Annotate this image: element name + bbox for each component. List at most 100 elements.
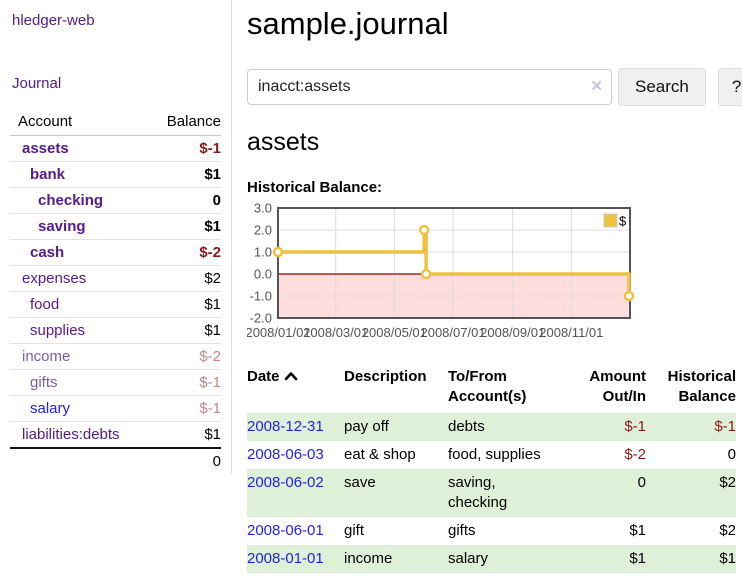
transaction-balance: 0 [727,446,736,463]
transaction-row: 2008-06-03 eat & shop food, supplies $-2 0 [247,441,736,469]
account-link-cash[interactable]: cash [30,244,65,261]
account-link-income[interactable]: income [22,348,71,365]
transaction-amount: $-1 [624,418,646,435]
account-balance: $-2 [144,343,221,370]
register-table: Date Description To/From Account(s) Amou… [247,367,736,573]
account-title: assets [247,128,320,156]
accounts-header-account: Account [10,110,145,136]
register-header-accounts: To/From Account(s) [448,368,527,405]
transaction-amount: 0 [637,474,646,491]
register-header-description: Description [344,368,427,385]
transaction-description: eat & shop [344,446,416,463]
search-button[interactable]: Search [618,68,706,106]
transaction-row: 2008-06-01 gift gifts $1 $2 [247,517,736,545]
transaction-amount: $1 [629,550,646,567]
account-balance: $1 [144,317,221,344]
page-title: sample.journal [247,6,449,41]
account-balance: $-1 [144,369,221,396]
register-header-amount: Amount Out/In [589,368,646,405]
y-tick-label: 3.0 [254,202,272,216]
y-tick-label: 2.0 [254,223,272,238]
account-link-expenses[interactable]: expenses [22,270,87,287]
transaction-amount: $-2 [624,446,646,463]
account-link-gifts[interactable]: gifts [30,374,58,391]
transaction-accounts: debts [448,418,485,435]
transaction-accounts: saving, checking [448,474,508,511]
account-row: salary $-1 [10,395,221,422]
register-header-balance: Historical Balance [667,368,736,405]
account-link-saving[interactable]: saving [38,218,86,235]
transaction-accounts: food, supplies [448,446,541,463]
transaction-date-link[interactable]: 2008-06-02 [247,474,324,491]
transaction-row: 2008-12-31 pay off debts $-1 $-1 [247,413,736,441]
sort-asc-icon [284,367,298,387]
search-input[interactable] [247,69,612,105]
account-row: saving $1 [10,213,221,240]
transaction-balance: $2 [719,522,736,539]
transaction-balance: $1 [719,550,736,567]
transaction-description: gift [344,522,365,539]
x-tick-label: 2008/03/01 [303,325,368,340]
y-tick-label: -2.0 [250,311,272,326]
sidebar-item-journal[interactable]: Journal [12,75,62,92]
account-link-food[interactable]: food [30,296,60,313]
account-row: expenses $2 [10,265,221,292]
transaction-date-link[interactable]: 2008-12-31 [247,418,324,435]
legend-label: $ [619,214,627,229]
clear-search-icon[interactable]: ✕ [590,78,603,95]
register-header-row: Date Description To/From Account(s) Amou… [247,367,736,413]
y-tick-label: 0.0 [254,267,272,282]
x-tick-label: 2008/01/01 [247,325,311,340]
historical-balance-chart: 3.0 2.0 1.0 0.0 -1.0 -2.0 2008/01/01 2008/03/01… [245,201,742,349]
transaction-row: 2008-06-02 save saving, checking 0 $2 [247,469,736,517]
account-row: bank $1 [10,161,221,188]
register-header-date[interactable]: Date [247,367,344,413]
account-balance: $-2 [144,239,221,266]
search-bar: ✕ Search ? [247,68,742,106]
accounts-header-balance: Balance [144,110,221,136]
transaction-date-link[interactable]: 2008-01-01 [247,550,324,567]
transaction-accounts: gifts [448,522,476,539]
main-content: sample.journal ✕ Search ? assets Histori… [232,0,742,573]
legend-swatch [603,213,618,228]
transaction-date-link[interactable]: 2008-06-03 [247,446,324,463]
transaction-description: income [344,550,393,567]
account-balance: $2 [144,265,221,292]
transaction-accounts: salary [448,550,489,567]
data-point [272,246,284,258]
account-link-checking[interactable]: checking [38,192,104,209]
x-tick-label: 2008/07/01 [420,325,485,340]
y-tick-label: 1.0 [254,245,272,260]
account-link-supplies[interactable]: supplies [30,322,86,339]
chart-svg: 3.0 2.0 1.0 0.0 -1.0 -2.02008/01/012008/03/01… [245,201,635,340]
search-input-wrap: ✕ [247,69,612,105]
x-tick-label: 2008/09/01 [480,325,545,340]
chart-title: Historical Balance: [247,179,383,196]
data-point [623,290,635,302]
sidebar: hledger-web Journal Account Balance asse… [0,0,232,474]
account-link-bank[interactable]: bank [30,166,66,183]
accounts-table-header: Account Balance [10,110,221,136]
x-tick-label: 2008/05/01 [362,325,427,340]
accounts-table: Account Balance assets $-1 bank $1 checking 0… [10,110,221,474]
account-row: gifts $-1 [10,369,221,396]
account-balance: $1 [144,161,221,188]
account-link-liabilities-debts[interactable]: liabilities:debts [22,426,120,443]
account-link-salary[interactable]: salary [30,400,71,417]
accounts-total-value: 0 [10,447,221,474]
transaction-description: save [344,474,376,491]
x-tick-label: 2008/11/01 [539,325,603,340]
help-button[interactable]: ? [717,68,742,106]
brand-link[interactable]: hledger-web [12,12,95,29]
account-row: checking 0 [10,187,221,214]
account-row: cash $-2 [10,239,221,266]
y-tick-label: -1.0 [250,289,272,304]
transaction-balance: $2 [719,474,736,491]
transaction-amount: $1 [629,522,646,539]
account-row: assets $-1 [10,136,221,162]
transaction-row: 2008-01-01 income salary $1 $1 [247,545,736,573]
account-balance: 0 [144,187,221,214]
account-link-assets[interactable]: assets [22,140,69,157]
transaction-date-link[interactable]: 2008-06-01 [247,522,324,539]
